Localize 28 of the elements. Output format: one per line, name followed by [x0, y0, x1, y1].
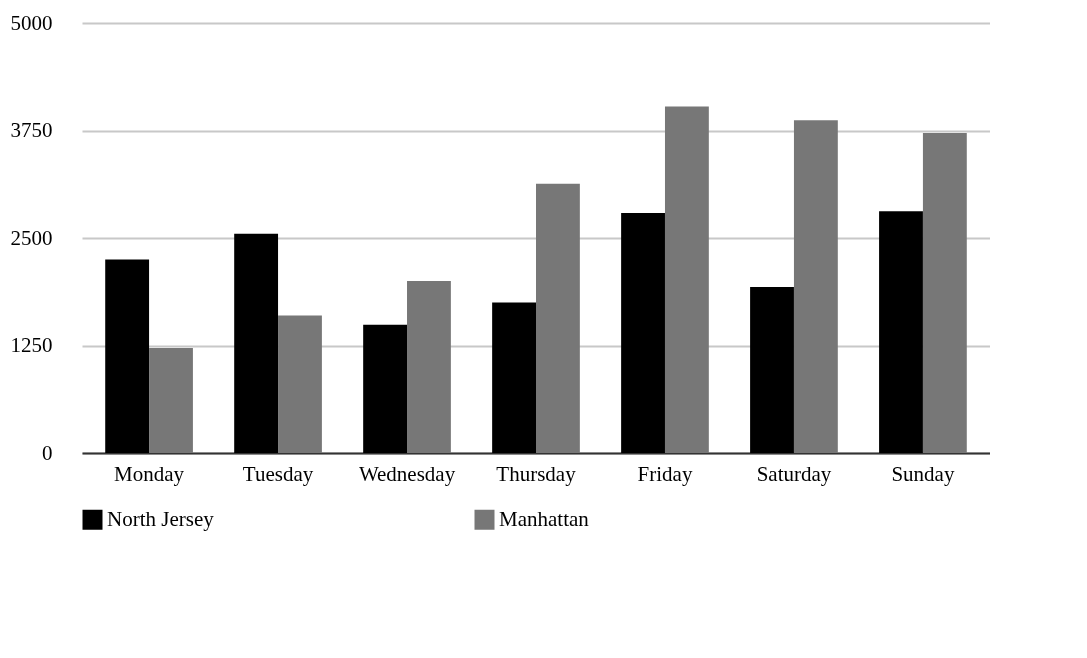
bar	[492, 302, 536, 453]
x-tick-label: Tuesday	[242, 461, 314, 486]
bar	[621, 213, 665, 453]
x-tick-label: Thursday	[496, 461, 577, 486]
bar	[922, 133, 967, 453]
y-tick-label: 0	[42, 440, 53, 465]
y-tick-label: 5000	[10, 10, 53, 35]
y-tick-label: 1250	[10, 333, 53, 357]
bar	[664, 106, 709, 453]
bar	[363, 324, 408, 453]
x-tick-label: Friday	[637, 461, 693, 486]
bar	[278, 315, 322, 453]
x-tick-label: Wednesday	[358, 461, 456, 486]
bar	[536, 183, 580, 453]
y-tick-label: 3750	[10, 118, 53, 142]
x-tick-label: Saturday	[756, 461, 832, 486]
y-tick-label: 2500	[10, 225, 53, 250]
bar	[793, 120, 838, 453]
legend-label: Manhattan	[499, 506, 590, 531]
bar	[105, 259, 150, 453]
legend-label: North Jersey	[107, 506, 215, 531]
bar	[879, 211, 923, 453]
bar	[149, 348, 193, 453]
x-tick-label: Sunday	[891, 461, 955, 486]
bar	[407, 281, 451, 453]
x-tick-label: Monday	[114, 461, 185, 486]
bar	[750, 287, 794, 453]
bar	[234, 233, 279, 453]
